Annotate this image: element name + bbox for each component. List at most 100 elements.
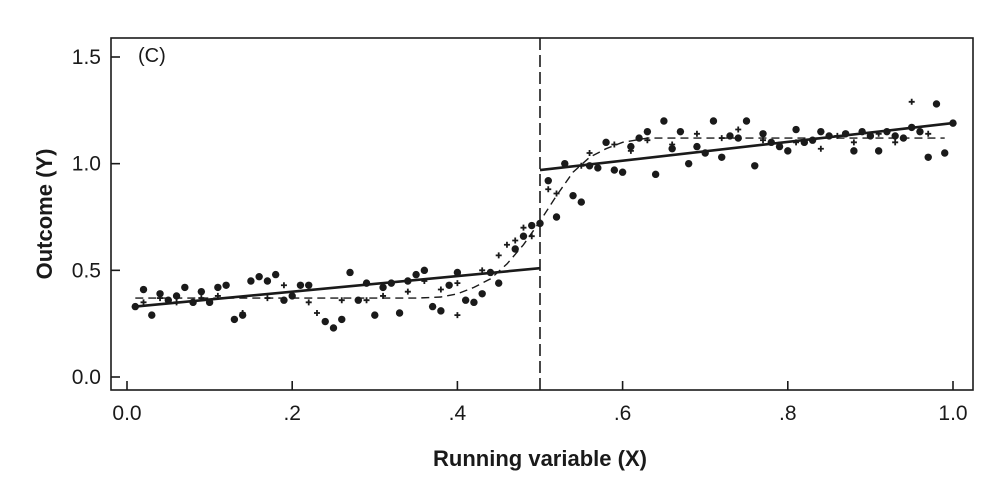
plus-point (776, 141, 783, 148)
plus-point (669, 141, 676, 148)
dot-point (263, 277, 272, 285)
plus-point (760, 137, 767, 144)
plus-point (545, 186, 552, 193)
plus-point (850, 139, 857, 146)
dot-point (742, 117, 751, 125)
dot-point (751, 162, 759, 170)
dot-point (362, 279, 371, 287)
y-tick-label: 1.0 (72, 153, 101, 176)
panel-label: (C) (138, 45, 166, 67)
plus-point (908, 98, 915, 105)
dot-point (825, 132, 833, 140)
plus-point (495, 252, 502, 259)
dot-point (437, 307, 445, 315)
dot-point (189, 298, 197, 307)
plus-point (512, 237, 519, 244)
y-tick-label: 0.5 (72, 259, 101, 282)
dot-point (561, 159, 569, 168)
solid-fit-line (135, 266, 541, 308)
dot-point (767, 138, 775, 147)
dot-point (866, 132, 875, 140)
dot-point (470, 298, 478, 307)
dot-point (321, 317, 329, 326)
dot-point (395, 309, 404, 317)
dot-point (916, 127, 924, 136)
plus-point (834, 132, 841, 139)
dot-point (255, 273, 263, 281)
plus-point (140, 299, 147, 306)
plot-frame (110, 37, 974, 391)
dot-point (850, 147, 858, 155)
x-tick-label: .6 (614, 402, 632, 425)
plus-point (421, 278, 428, 284)
dot-point (569, 191, 577, 200)
dot-point (594, 164, 602, 172)
dot-point (924, 153, 932, 161)
plus-point (875, 130, 882, 137)
dot-point (156, 290, 164, 298)
y-tick-label: 1.5 (72, 46, 101, 69)
plus-point (313, 310, 320, 316)
dot-point (205, 298, 214, 307)
dot-point (544, 177, 552, 185)
dot-point (338, 315, 346, 324)
dot-point (841, 130, 850, 138)
plus-point (280, 282, 287, 289)
plus-point (479, 267, 486, 274)
plus-point (586, 150, 593, 156)
plus-point (611, 141, 618, 148)
plus-point (793, 139, 800, 146)
dot-point (428, 302, 437, 311)
x-tick-label: 0.0 (112, 402, 141, 425)
plus-point (198, 295, 205, 302)
plus-point (214, 292, 221, 299)
dot-point (684, 159, 693, 168)
dot-point (247, 277, 255, 285)
dot-point (486, 268, 495, 277)
x-tick-label: .4 (449, 402, 467, 425)
dot-point (478, 290, 486, 298)
dot-point (759, 130, 767, 138)
plus-point (404, 288, 411, 295)
dot-point (792, 125, 800, 134)
dot-point (214, 283, 222, 292)
dot-point (230, 315, 239, 324)
dot-point (585, 162, 594, 170)
plus-point (817, 145, 824, 152)
dot-point (932, 100, 941, 108)
plus-point (157, 295, 164, 302)
dot-point (511, 245, 519, 253)
x-tick-label: .2 (283, 402, 301, 425)
dot-point (651, 170, 660, 179)
y-tick-label: 0.0 (72, 366, 101, 389)
dot-point (701, 149, 709, 157)
dot-point (296, 281, 305, 289)
dot-point (883, 127, 891, 136)
dot-point (941, 149, 949, 157)
plus-point (338, 297, 345, 304)
dot-point (528, 221, 536, 230)
dot-point (726, 132, 734, 140)
dot-point (718, 153, 726, 161)
plus-point (578, 162, 585, 169)
dot-point (139, 285, 148, 294)
dot-point (271, 270, 280, 279)
dot-point (709, 117, 718, 125)
dot-point (519, 232, 528, 240)
plus-point (305, 299, 312, 306)
dot-point (899, 134, 908, 142)
dot-point (412, 270, 420, 279)
dot-point (181, 283, 189, 292)
dot-point (346, 268, 354, 277)
dot-point (354, 296, 362, 304)
dot-point (627, 142, 635, 151)
x-axis: 0.0 .2 .4 .6 .8 1.0 (112, 381, 968, 425)
dot-point (131, 302, 139, 311)
dot-point (148, 311, 156, 319)
dot-point (817, 127, 825, 136)
plus-point (892, 139, 899, 146)
y-axis-title: Outcome (Y) (32, 149, 57, 280)
dot-point (420, 266, 429, 275)
dot-point (379, 283, 387, 292)
